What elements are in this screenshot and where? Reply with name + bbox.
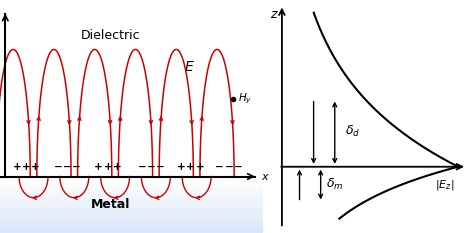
Bar [0, 188, 263, 191]
Text: −: − [72, 162, 81, 172]
Text: −: − [215, 162, 224, 172]
Text: −: − [225, 162, 233, 172]
Text: $E$: $E$ [184, 60, 195, 74]
Bar [0, 227, 263, 230]
Bar [0, 182, 263, 185]
Text: +: + [113, 162, 121, 172]
Bar [0, 219, 263, 222]
Bar [0, 208, 263, 210]
Text: z: z [270, 8, 276, 21]
Bar [0, 222, 263, 225]
Bar [0, 225, 263, 227]
Text: −: − [137, 162, 146, 172]
Text: x: x [262, 171, 268, 182]
Bar [0, 193, 263, 196]
Text: $\delta_m$: $\delta_m$ [326, 177, 344, 192]
Text: +: + [13, 162, 21, 172]
Bar [0, 216, 263, 219]
Bar [0, 210, 263, 213]
Text: −: − [147, 162, 155, 172]
Text: +: + [22, 162, 31, 172]
Bar [0, 177, 263, 179]
Text: $\delta_d$: $\delta_d$ [346, 124, 361, 139]
Text: $|E_z|$: $|E_z|$ [435, 178, 455, 192]
Text: Dielectric: Dielectric [81, 29, 140, 42]
Bar [0, 185, 263, 188]
Bar [0, 196, 263, 199]
Text: −: − [234, 162, 243, 172]
Bar [0, 191, 263, 193]
Text: −: − [63, 162, 72, 172]
Text: +: + [31, 162, 40, 172]
Bar [0, 199, 263, 202]
Bar [0, 179, 263, 182]
Text: +: + [94, 162, 103, 172]
Text: −: − [156, 162, 165, 172]
Text: +: + [186, 162, 195, 172]
Text: $H_y$: $H_y$ [238, 92, 252, 106]
Text: +: + [103, 162, 112, 172]
Text: −: − [54, 162, 62, 172]
Text: +: + [196, 162, 204, 172]
Bar [0, 213, 263, 216]
Bar [0, 177, 263, 233]
Bar [0, 202, 263, 205]
Bar [0, 230, 263, 233]
Bar [0, 205, 263, 208]
Text: +: + [177, 162, 186, 172]
Text: Metal: Metal [91, 198, 130, 211]
